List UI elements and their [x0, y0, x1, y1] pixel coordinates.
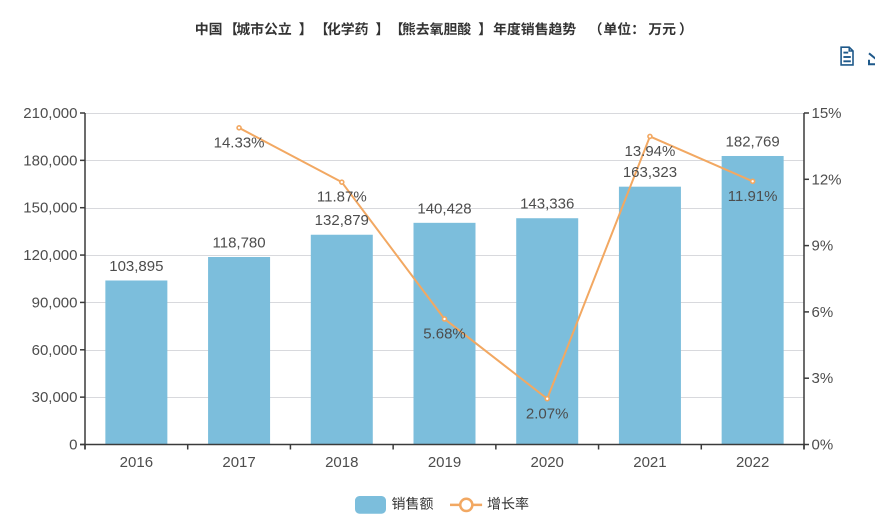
- svg-text:180,000: 180,000: [23, 152, 77, 169]
- svg-text:6%: 6%: [812, 304, 834, 321]
- svg-text:182,769: 182,769: [726, 133, 780, 150]
- svg-text:9%: 9%: [812, 238, 834, 255]
- svg-text:15%: 15%: [812, 105, 842, 122]
- svg-text:103,895: 103,895: [109, 258, 163, 275]
- svg-text:140,428: 140,428: [417, 200, 471, 217]
- svg-text:0%: 0%: [812, 437, 834, 454]
- svg-text:2.07%: 2.07%: [526, 405, 569, 422]
- svg-text:2022: 2022: [736, 454, 769, 471]
- svg-text:3%: 3%: [812, 370, 834, 387]
- svg-text:118,780: 118,780: [213, 235, 266, 252]
- svg-text:5.68%: 5.68%: [423, 325, 466, 342]
- svg-text:30,000: 30,000: [32, 389, 78, 406]
- svg-text:13.94%: 13.94%: [624, 143, 675, 160]
- svg-text:2016: 2016: [120, 454, 153, 471]
- svg-text:14.33%: 14.33%: [214, 134, 265, 151]
- svg-text:90,000: 90,000: [32, 294, 78, 311]
- svg-text:2017: 2017: [222, 454, 255, 471]
- svg-text:163,323: 163,323: [623, 164, 677, 181]
- svg-text:210,000: 210,000: [23, 105, 77, 122]
- svg-text:150,000: 150,000: [23, 200, 77, 217]
- svg-text:12%: 12%: [812, 171, 842, 188]
- svg-text:120,000: 120,000: [23, 247, 77, 264]
- svg-text:11.91%: 11.91%: [728, 188, 778, 205]
- svg-text:2020: 2020: [531, 454, 564, 471]
- svg-text:2021: 2021: [633, 454, 666, 471]
- svg-text:11.87%: 11.87%: [317, 189, 367, 206]
- svg-text:2019: 2019: [428, 454, 461, 471]
- svg-text:60,000: 60,000: [32, 342, 78, 359]
- svg-text:0: 0: [69, 437, 77, 454]
- svg-text:143,336: 143,336: [520, 196, 574, 213]
- svg-text:2018: 2018: [325, 454, 358, 471]
- svg-text:132,879: 132,879: [315, 212, 369, 229]
